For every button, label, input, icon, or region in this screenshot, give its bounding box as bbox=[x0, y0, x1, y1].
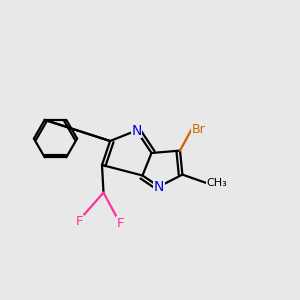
Text: N: N bbox=[154, 180, 164, 194]
Text: F: F bbox=[116, 217, 124, 230]
Text: F: F bbox=[76, 215, 83, 228]
Text: CH₃: CH₃ bbox=[206, 178, 227, 188]
Text: Br: Br bbox=[191, 123, 205, 136]
Text: N: N bbox=[131, 124, 142, 137]
